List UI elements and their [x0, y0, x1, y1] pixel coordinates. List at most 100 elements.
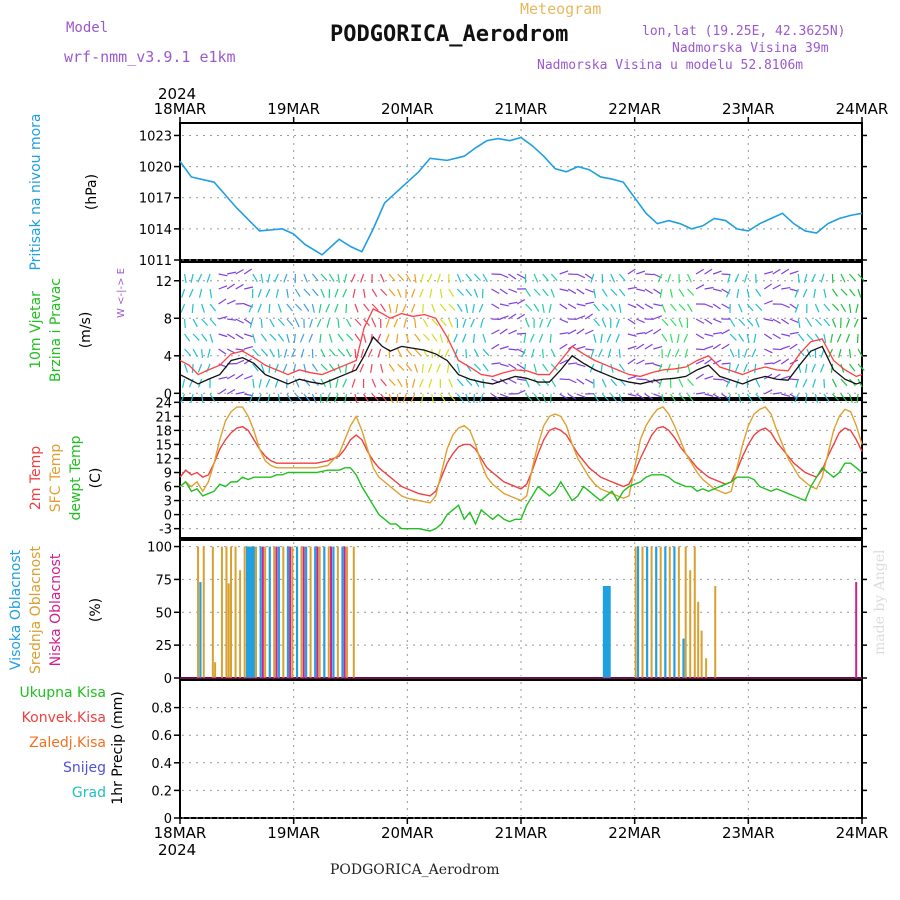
wind-arrow	[249, 393, 254, 403]
wind-arrow	[395, 303, 399, 313]
wind-arrow	[277, 303, 282, 313]
wind-arrow	[806, 333, 814, 341]
wind-arrow	[218, 348, 227, 355]
wind-arrow	[627, 303, 637, 308]
cloud-bar-0	[245, 546, 249, 678]
wind-arrow	[188, 288, 194, 298]
wind-arrow	[845, 333, 851, 343]
wind-arrow	[470, 318, 475, 328]
cloud-bar-1	[234, 546, 237, 678]
clouds-ytick-label: 25	[155, 639, 172, 654]
precip-ytick-label: 0.2	[151, 784, 172, 799]
wind-arrow	[274, 363, 279, 373]
wind-arrow	[653, 328, 662, 335]
wind-arrow	[712, 343, 721, 350]
wind-arrow	[180, 393, 186, 403]
clouds-ytick-label: 75	[155, 573, 172, 588]
wind-arrow	[831, 318, 837, 328]
wind-arrow	[183, 273, 187, 283]
cloud-bar-1	[243, 546, 246, 678]
wind-arrow	[320, 273, 328, 281]
cloud-bar-1	[700, 630, 703, 678]
wind-arrow	[523, 333, 527, 343]
wind-arrow	[252, 333, 256, 343]
wind-arrow	[414, 363, 419, 373]
wind-arrow	[439, 393, 446, 402]
wind-unit: (m/s)	[78, 312, 94, 349]
cloud-bar-1	[352, 546, 355, 678]
wind-arrow	[516, 299, 526, 305]
wind-arrow	[636, 343, 645, 350]
wind-arrow	[267, 393, 271, 403]
wind-arrow	[712, 318, 722, 324]
wind-arrow	[380, 393, 387, 402]
cloud-bar-1	[714, 586, 717, 678]
wind-arrow	[299, 333, 305, 343]
wind-arrow	[325, 303, 331, 313]
wind-arrow	[235, 359, 245, 365]
wind-arrow	[683, 333, 689, 343]
time-label-top: 20MAR	[381, 100, 434, 118]
cloud-bar-0	[251, 546, 254, 678]
wind-arrow	[499, 273, 509, 279]
wind-arrow	[772, 359, 782, 365]
wind-arrow	[499, 378, 508, 385]
wind-arrow	[627, 268, 636, 275]
time-label-top: 23MAR	[722, 100, 775, 118]
wind-arrow	[653, 378, 662, 385]
time-label-top: 21MAR	[495, 100, 548, 118]
wind-arrow	[286, 318, 294, 327]
wind-arrow	[763, 283, 773, 290]
temperature-ytick-label: 24	[155, 396, 172, 411]
wind-arrow	[508, 348, 518, 351]
temp-ylabel-dewpt: dewpt Temp	[68, 435, 84, 520]
wind-arrow	[388, 303, 392, 313]
wind-arrow	[704, 318, 713, 325]
wind-arrow	[593, 303, 600, 312]
wind-arrow	[436, 363, 441, 373]
cloud-bar-0	[682, 638, 685, 678]
wind-arrow	[244, 393, 254, 397]
wind-arrow	[359, 363, 365, 373]
wind-arrow	[840, 288, 848, 296]
wind-arrow	[311, 303, 315, 313]
wind-arrow	[183, 318, 186, 329]
wind-arrow	[465, 288, 473, 297]
precip-legend-0: Ukupna Kisa	[19, 685, 106, 701]
wind-arrow	[418, 378, 424, 388]
precip-panel-frame	[179, 679, 863, 819]
wind-arrow	[354, 393, 358, 403]
wind-arrow	[644, 393, 653, 400]
wind-arrow	[550, 348, 556, 358]
wind-arrow	[226, 373, 236, 380]
cloud-bar-1	[273, 546, 276, 678]
wind-ylabel-1: 10m Vjetar	[28, 291, 44, 369]
wind-arrow	[282, 363, 288, 373]
wind-arrow	[830, 363, 834, 374]
wind-arrow	[319, 333, 322, 344]
wind-arrow	[814, 393, 819, 403]
wind-arrow	[429, 288, 433, 298]
wind-arrow	[712, 359, 722, 365]
wind-arrow	[402, 393, 407, 403]
wind-arrow	[218, 273, 228, 277]
wind-arrow	[823, 333, 827, 343]
wind-arrow	[653, 288, 662, 295]
wind-arrow	[836, 333, 842, 343]
wind-arrow	[542, 393, 547, 403]
wind-arrow	[226, 348, 236, 354]
wind-arrow	[294, 303, 303, 311]
wind-arrow	[414, 348, 422, 357]
cloud-bar-0	[323, 546, 326, 678]
wind-arrow	[491, 393, 500, 400]
wind-arrow	[832, 303, 840, 311]
cloud-bar-1	[634, 546, 637, 678]
wind-arrow	[397, 363, 405, 371]
wind-arrow	[523, 363, 527, 373]
wind-arrow	[420, 393, 424, 403]
wind-arrow	[260, 318, 263, 329]
wind-arrow	[334, 288, 339, 298]
wind-arrow-field	[180, 268, 865, 404]
footer-station: PODGORICA_Aerodrom	[330, 862, 500, 878]
wind-arrow	[456, 393, 464, 402]
